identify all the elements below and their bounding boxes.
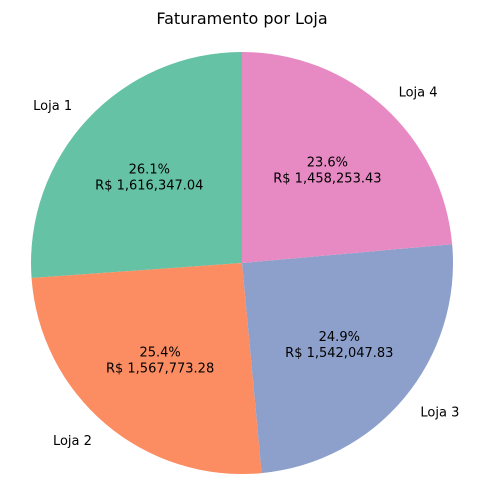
slice-value-label: R$ 1,616,347.04: [95, 179, 203, 194]
slice-value-label: R$ 1,567,773.28: [106, 362, 214, 377]
slice-percent-label: 26.1%: [129, 163, 170, 178]
slice-category-label: Loja 4: [399, 86, 438, 101]
slice-percent-label: 24.9%: [319, 330, 360, 345]
slice-value-label: R$ 1,542,047.83: [285, 346, 393, 361]
pie-slice-3: [242, 244, 453, 474]
chart-title: Faturamento por Loja: [156, 9, 327, 28]
pie-slice-1: [31, 52, 243, 279]
pie-slice-4: [242, 52, 453, 263]
slice-value-label: R$ 1,458,253.43: [273, 172, 381, 187]
slice-percent-label: 23.6%: [307, 156, 348, 171]
slice-category-label: Loja 1: [33, 99, 72, 114]
slice-category-label: Loja 3: [420, 406, 459, 421]
pie-slice-2: [31, 263, 262, 474]
pie-slices: [31, 52, 453, 474]
slice-category-label: Loja 2: [53, 434, 92, 449]
slice-percent-label: 25.4%: [139, 346, 180, 361]
